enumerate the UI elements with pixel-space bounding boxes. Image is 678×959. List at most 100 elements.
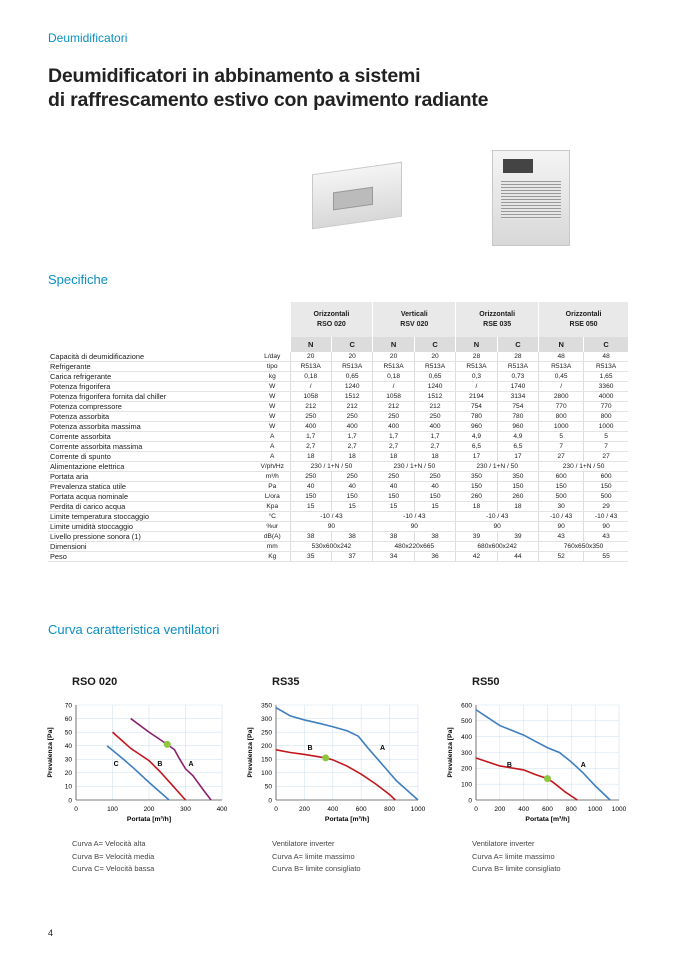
row-unit: Kg <box>255 551 290 563</box>
cell-value: 36 <box>413 551 456 563</box>
row-label: Peso <box>48 551 255 563</box>
x-tick-label: 600 <box>356 806 367 813</box>
cell-value: 500 <box>538 491 584 503</box>
model-code: RSO 020 <box>317 320 346 328</box>
cell-value: 39 <box>496 531 539 543</box>
table-row: Dimensioni mm 530x600x242 480x220x665 680x60… <box>48 541 628 553</box>
y-tick-label: 10 <box>65 784 73 791</box>
cell-value: 150 <box>455 481 498 493</box>
cell-value: 38 <box>289 531 332 543</box>
cell-value: R513A <box>289 361 332 373</box>
cell-value: 48 <box>583 352 628 363</box>
cell-value: 1000 <box>583 421 628 433</box>
curve-a <box>475 709 611 801</box>
cell-value: -10 / 43 <box>289 511 373 523</box>
subcol-header: C <box>413 337 456 352</box>
cell-value: 212 <box>413 401 456 413</box>
y-tick-label: 350 <box>261 702 272 709</box>
y-tick-label: 500 <box>461 718 472 725</box>
cell-value: 0,65 <box>413 371 456 383</box>
row-label: Portata acqua nominale <box>48 491 255 503</box>
row-label: Potenza frigorifera <box>48 381 255 393</box>
cell-value: 400 <box>289 421 332 433</box>
cell-value: 18 <box>455 501 498 513</box>
cell-value: 600 <box>583 471 628 483</box>
cell-value: 15 <box>330 501 373 513</box>
y-tick-label: 150 <box>261 757 272 764</box>
cell-value: 600 <box>538 471 584 483</box>
cell-value: 18 <box>289 451 332 463</box>
cell-value: 18 <box>413 451 456 463</box>
subcol-header: C <box>330 337 373 352</box>
model-header: Orizzontali RSO 020 <box>289 302 373 337</box>
row-unit: A <box>255 431 290 443</box>
y-tick-label: 400 <box>461 734 472 741</box>
x-tick-label: 400 <box>518 806 529 813</box>
x-tick-label: 200 <box>494 806 505 813</box>
curve-b <box>275 748 396 801</box>
table-row: Livello pressione sonora (1) dB(A) 38 38 38 3… <box>48 531 628 543</box>
cell-value: 0,18 <box>372 371 415 383</box>
row-unit: W <box>255 421 290 433</box>
cell-value: 29 <box>583 501 628 513</box>
row-label: Corrente assorbita massima <box>48 441 255 453</box>
cell-value: 260 <box>455 491 498 503</box>
cell-value: 7 <box>583 441 628 453</box>
cell-value: 1,7 <box>372 431 415 443</box>
cell-value: 55 <box>583 551 628 563</box>
x-tick-label: 1000 <box>588 806 603 813</box>
cell-value: 150 <box>583 481 628 493</box>
cell-value: 30 <box>538 501 584 513</box>
chart-note: Curva C= Velocità bassa <box>72 864 155 873</box>
row-label: Refrigerante <box>48 361 255 373</box>
y-tick-label: 20 <box>65 770 73 777</box>
row-label: Prevalenza statica utile <box>48 481 255 493</box>
row-label: Dimensioni <box>48 541 255 553</box>
cell-value: 2,7 <box>413 441 456 453</box>
y-tick-label: 50 <box>265 784 273 791</box>
x-tick-label: 200 <box>299 806 310 813</box>
cell-value: 40 <box>289 481 332 493</box>
x-tick-label: 1000 <box>411 806 426 813</box>
chart-note: Curva B= limite consigliato <box>272 864 361 873</box>
table-row: Refrigerante tipo R513A R513A R513A R513A R513… <box>48 361 628 373</box>
cell-value: 250 <box>413 471 456 483</box>
cell-value: 2800 <box>538 391 584 403</box>
cell-value: 48 <box>538 352 584 363</box>
table-row: Limite umidità stoccaggio %ur 90 90 90 90 90 <box>48 521 628 533</box>
curve-a <box>275 707 419 801</box>
model-code: RSV 020 <box>400 320 429 328</box>
cell-value: 3134 <box>496 391 539 403</box>
cell-value: 4,9 <box>496 431 539 443</box>
cell-value: 680x600x242 <box>455 541 539 553</box>
cell-value: 760x650x350 <box>538 541 628 553</box>
cell-value: 1512 <box>330 391 373 403</box>
row-unit: kg <box>255 371 290 383</box>
cell-value: 150 <box>496 481 539 493</box>
cell-value: 1,65 <box>583 371 628 383</box>
cell-value: 212 <box>372 401 415 413</box>
cell-value: 35 <box>289 551 332 563</box>
y-tick-label: 300 <box>461 750 472 757</box>
subcol-header: N <box>289 337 332 352</box>
cell-value: / <box>538 381 584 393</box>
row-unit: °C <box>255 511 290 523</box>
cell-value: 90 <box>455 521 539 533</box>
operating-point <box>544 775 551 783</box>
cell-value: 500 <box>583 491 628 503</box>
table-row: Alimentazione elettrica V/ph/Hz 230 / 1+N … <box>48 461 628 473</box>
cell-value: 90 <box>289 521 373 533</box>
row-label: Livello pressione sonora (1) <box>48 531 255 543</box>
y-tick-label: 0 <box>68 797 72 804</box>
cell-value: 780 <box>455 411 498 423</box>
cell-value: 0,18 <box>289 371 332 383</box>
cell-value: 6,5 <box>496 441 539 453</box>
cell-value: 44 <box>496 551 539 563</box>
table-row: Corrente assorbita massima A 2,7 2,7 2,7 2,7 6… <box>48 441 628 453</box>
cell-value: -10 / 43 <box>583 511 628 523</box>
cell-value: 3360 <box>583 381 628 393</box>
x-tick-label: 200 <box>144 806 155 813</box>
model-header: Verticali RSV 020 <box>372 302 456 337</box>
cell-value: 0,3 <box>455 371 498 383</box>
cell-value: 43 <box>583 531 628 543</box>
